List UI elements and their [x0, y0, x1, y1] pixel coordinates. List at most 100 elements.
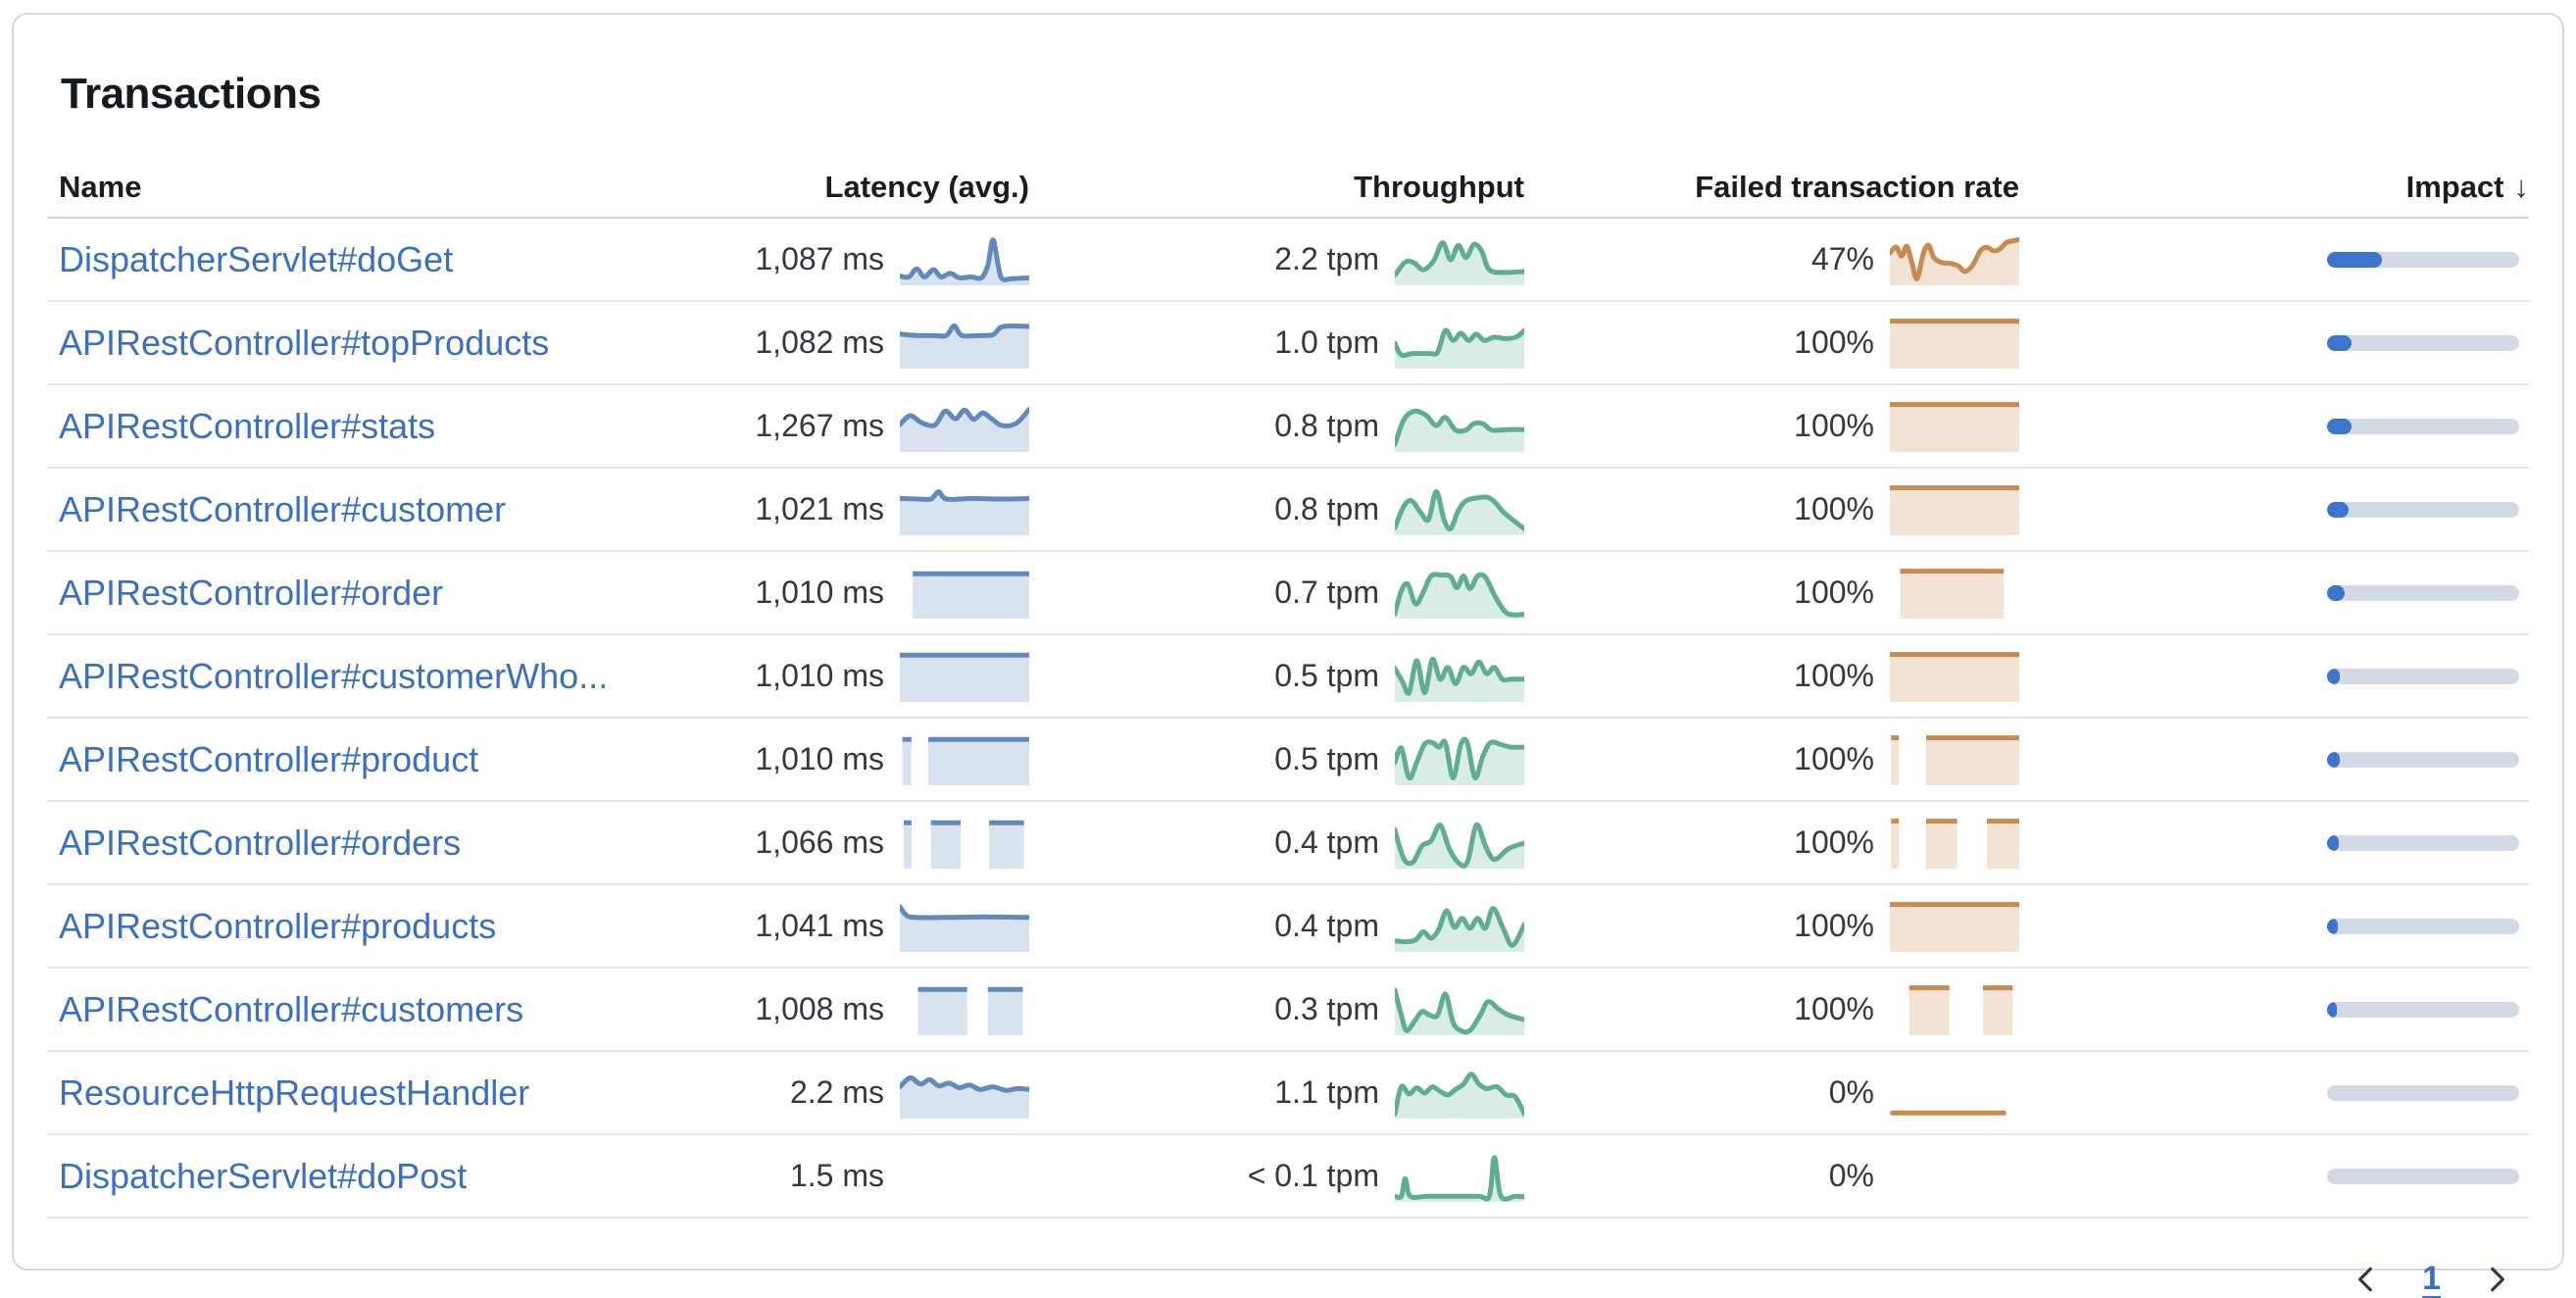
- impact-bar: [2327, 501, 2519, 518]
- column-header-throughput[interactable]: Throughput: [1354, 170, 1524, 204]
- failed-rate-sparkline: [1891, 734, 2019, 785]
- failed-rate-sparkline: [1890, 318, 2019, 369]
- throughput-sparkline: [1395, 1071, 1524, 1119]
- throughput-value: 0.5 tpm: [1274, 658, 1379, 693]
- impact-bar-fill: [2327, 584, 2345, 601]
- column-header-latency[interactable]: Latency (avg.): [824, 170, 1029, 204]
- table-row: APIRestController#product 1,010 ms 0.5 t…: [47, 719, 2529, 802]
- impact-bar-fill: [2327, 251, 2382, 268]
- transaction-name-link[interactable]: APIRestController#customers: [59, 988, 524, 1029]
- throughput-value: 0.8 tpm: [1274, 491, 1379, 526]
- failed-rate-sparkline: [1908, 984, 2013, 1035]
- latency-sparkline: [900, 236, 1029, 285]
- throughput-value: 0.4 tpm: [1274, 824, 1379, 860]
- failed-rate-sparkline: [1890, 1151, 2019, 1202]
- transaction-name-link[interactable]: APIRestController#orders: [59, 822, 462, 863]
- column-header-failed-rate[interactable]: Failed transaction rate: [1695, 170, 2019, 204]
- throughput-sparkline: [1395, 326, 1524, 369]
- latency-value: 1.5 ms: [789, 1158, 884, 1193]
- latency-sparkline: [900, 652, 1029, 702]
- latency-sparkline: [900, 406, 1029, 452]
- transaction-name-link[interactable]: APIRestController#customerWho...: [59, 655, 609, 696]
- latency-value: 1,087 ms: [755, 241, 884, 276]
- failed-rate-sparkline: [1890, 901, 2019, 952]
- failed-rate-value: 100%: [1794, 741, 1874, 776]
- latency-value: 2.2 ms: [789, 1074, 884, 1110]
- throughput-sparkline: [1395, 1154, 1524, 1202]
- latency-sparkline: [900, 1074, 1029, 1119]
- impact-bar-fill: [2327, 334, 2352, 351]
- page-number-current[interactable]: 1: [2422, 1260, 2441, 1297]
- latency-sparkline: [902, 736, 1029, 785]
- impact-bar: [2327, 834, 2519, 851]
- failed-rate-value: 0%: [1828, 1074, 1874, 1110]
- impact-bar: [2327, 751, 2519, 768]
- latency-value: 1,066 ms: [755, 824, 884, 860]
- table-header-row: Name Latency (avg.) Throughput Failed tr…: [47, 148, 2529, 219]
- table-row: APIRestController#customers 1,008 ms 0.3…: [47, 969, 2529, 1052]
- impact-bar: [2327, 668, 2519, 684]
- latency-sparkline: [900, 488, 1029, 535]
- impact-bar-fill: [2327, 751, 2340, 768]
- latency-value: 1,267 ms: [755, 408, 884, 443]
- throughput-value: 0.7 tpm: [1274, 574, 1379, 610]
- chevron-right-icon: [2491, 1267, 2504, 1291]
- throughput-sparkline: [1395, 822, 1524, 869]
- impact-bar: [2327, 334, 2519, 351]
- table-body: DispatcherServlet#doGet 1,087 ms 2.2 tpm…: [47, 219, 2529, 1219]
- table-row: APIRestController#order 1,010 ms 0.7 tpm…: [47, 552, 2529, 635]
- latency-value: 1,008 ms: [755, 991, 884, 1026]
- transaction-name-link[interactable]: APIRestController#customer: [59, 488, 507, 529]
- throughput-sparkline: [1395, 488, 1524, 535]
- latency-value: 1,041 ms: [755, 908, 884, 943]
- transaction-name-link[interactable]: APIRestController#topProducts: [59, 322, 550, 363]
- pagination: 1: [47, 1260, 2529, 1298]
- throughput-value: 2.2 tpm: [1274, 241, 1379, 276]
- transaction-name-link[interactable]: APIRestController#order: [59, 572, 444, 613]
- transaction-name-link[interactable]: DispatcherServlet#doGet: [59, 238, 454, 279]
- failed-rate-sparkline: [1890, 484, 2019, 535]
- next-page-button[interactable]: [2480, 1263, 2513, 1296]
- impact-bar-fill: [2327, 501, 2349, 518]
- transaction-name-link[interactable]: APIRestController#product: [59, 738, 479, 779]
- latency-sparkline: [900, 903, 1029, 952]
- throughput-sparkline: [1395, 736, 1524, 785]
- transaction-name-link[interactable]: APIRestController#stats: [59, 405, 436, 446]
- column-header-name: Name: [59, 170, 142, 204]
- transaction-name-link[interactable]: DispatcherServlet#doPost: [59, 1155, 468, 1196]
- sort-descending-icon: ↓: [2513, 170, 2530, 204]
- table-row: APIRestController#orders 1,066 ms 0.4 tp…: [47, 802, 2529, 885]
- latency-sparkline: [917, 986, 1023, 1035]
- failed-rate-value: 100%: [1794, 491, 1874, 526]
- transactions-table: Name Latency (avg.) Throughput Failed tr…: [47, 148, 2529, 1219]
- transaction-name-link[interactable]: APIRestController#products: [59, 905, 497, 946]
- impact-bar: [2327, 1168, 2519, 1184]
- latency-value: 1,010 ms: [755, 741, 884, 776]
- latency-value: 1,021 ms: [755, 491, 884, 526]
- column-header-impact[interactable]: Impact ↓: [2019, 170, 2529, 205]
- impact-bar: [2327, 584, 2519, 601]
- latency-value: 1,010 ms: [755, 658, 884, 693]
- throughput-sparkline: [1395, 905, 1524, 952]
- table-row: APIRestController#products 1,041 ms 0.4 …: [47, 885, 2529, 969]
- latency-value: 1,082 ms: [755, 324, 884, 360]
- previous-page-button[interactable]: [2350, 1263, 2383, 1296]
- latency-value: 1,010 ms: [755, 574, 884, 610]
- failed-rate-value: 100%: [1794, 574, 1874, 610]
- impact-bar: [2327, 1084, 2519, 1101]
- impact-bar-fill: [2327, 418, 2353, 434]
- throughput-value: 0.8 tpm: [1274, 408, 1379, 443]
- failed-rate-value: 100%: [1794, 324, 1874, 360]
- transaction-name-link[interactable]: ResourceHttpRequestHandler: [59, 1072, 530, 1113]
- table-row: APIRestController#topProducts 1,082 ms 1…: [47, 302, 2529, 385]
- failed-rate-sparkline: [1890, 1110, 2006, 1116]
- failed-rate-value: 100%: [1794, 908, 1874, 943]
- failed-rate-value: 100%: [1794, 408, 1874, 443]
- throughput-value: 0.5 tpm: [1274, 741, 1379, 776]
- impact-bar: [2327, 418, 2519, 434]
- failed-rate-value: 100%: [1794, 824, 1874, 860]
- failed-rate-sparkline: [1891, 818, 2019, 869]
- table-row: APIRestController#customerWho... 1,010 m…: [47, 635, 2529, 719]
- throughput-value: 1.1 tpm: [1274, 1074, 1379, 1110]
- table-row: ResourceHttpRequestHandler 2.2 ms 1.1 tp…: [47, 1052, 2529, 1135]
